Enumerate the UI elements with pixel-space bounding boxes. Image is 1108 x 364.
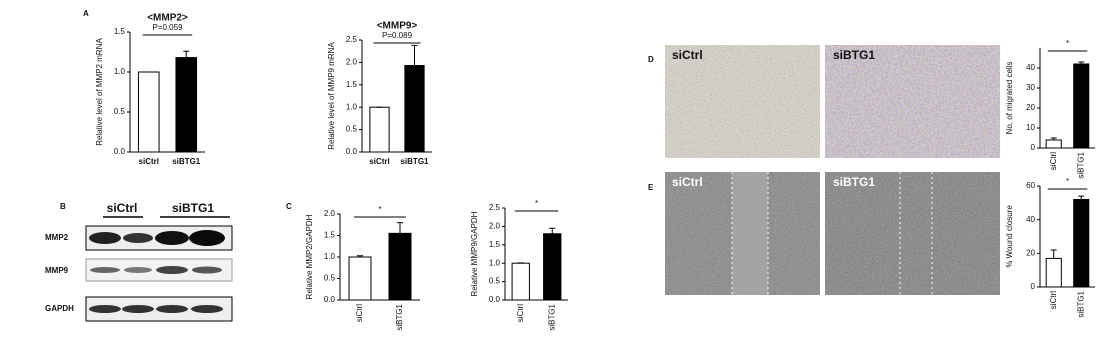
bar	[1046, 258, 1061, 287]
bar	[512, 263, 529, 300]
y-tick-label: 1.5	[489, 240, 501, 249]
y-tick-label: 1.5	[324, 231, 336, 240]
migration-images: siCtrl siBTG1	[665, 45, 1000, 158]
blot-column-label: siBTG1	[172, 201, 214, 215]
image-label: siCtrl	[672, 48, 703, 62]
x-tick-label: siBTG1	[395, 303, 404, 330]
image-label: siBTG1	[833, 48, 875, 62]
y-tick-label: 0.0	[324, 295, 336, 304]
bar	[370, 107, 389, 152]
panel-label: E	[648, 183, 654, 192]
y-tick-label: 1.5	[114, 27, 126, 36]
band	[189, 230, 225, 246]
y-tick-label: 30	[1026, 83, 1035, 92]
x-tick-label: siCtrl	[139, 157, 159, 166]
chart-title: <MMP9>	[377, 21, 418, 32]
image-label: siBTG1	[833, 175, 875, 189]
band	[90, 267, 120, 273]
y-tick-label: 0.0	[114, 147, 126, 156]
x-tick-label: siBTG1	[1076, 151, 1085, 178]
bar	[1046, 140, 1061, 148]
panel-label: A	[83, 9, 89, 18]
band	[122, 305, 154, 313]
band	[155, 231, 189, 245]
x-tick-label: siBTG1	[172, 157, 201, 166]
y-tick-label: 0	[1031, 282, 1036, 291]
blot-column-label: siCtrl	[107, 201, 138, 215]
bar	[1074, 199, 1089, 287]
y-tick-label: 1.0	[324, 252, 336, 261]
annotation: P=0.089	[382, 31, 413, 40]
y-tick-label: 1.5	[346, 80, 358, 89]
bar	[544, 234, 561, 300]
annotation: *	[378, 205, 381, 214]
x-tick-label: siBTG1	[547, 303, 556, 330]
x-tick-label: siBTG1	[400, 157, 429, 166]
y-axis-label: No. of migrated cells	[1005, 62, 1014, 135]
y-tick-label: 20	[1026, 103, 1035, 112]
y-tick-label: 2.5	[489, 203, 501, 212]
band	[124, 267, 152, 273]
annotation: P=0.059	[152, 23, 183, 32]
band	[192, 267, 222, 274]
panel-label: C	[286, 202, 292, 211]
y-tick-label: 1.0	[489, 258, 501, 267]
y-axis-label: Relative MMP2/GAPDH	[305, 214, 314, 299]
annotation: *	[1066, 177, 1069, 186]
y-tick-label: 60	[1026, 181, 1035, 190]
y-tick-label: 40	[1026, 215, 1035, 224]
micrograph-texture	[825, 172, 1000, 295]
y-axis-label: % Wound closure	[1005, 205, 1014, 268]
band	[89, 305, 121, 313]
blot-row-label: GAPDH	[45, 304, 74, 313]
y-tick-label: 2.5	[346, 35, 358, 44]
y-tick-label: 10	[1026, 123, 1035, 132]
band	[89, 232, 121, 244]
y-axis-label: Relative MMP9/GAPDH	[470, 211, 479, 296]
wound-gap	[732, 172, 768, 295]
band	[156, 305, 188, 313]
blot-row-label: MMP9	[45, 266, 69, 275]
image-label: siCtrl	[672, 175, 703, 189]
bar	[405, 66, 424, 152]
y-tick-label: 40	[1026, 63, 1035, 72]
x-tick-label: siCtrl	[1049, 152, 1058, 170]
x-tick-label: siBTG1	[1076, 290, 1085, 317]
y-tick-label: 2.0	[324, 209, 336, 218]
y-tick-label: 0.5	[346, 125, 358, 134]
bar	[389, 233, 411, 300]
panel-label: B	[60, 202, 66, 211]
y-tick-label: 0.5	[324, 274, 336, 283]
y-tick-label: 0.0	[489, 295, 501, 304]
x-tick-label: siCtrl	[1049, 291, 1058, 309]
band	[156, 266, 188, 274]
y-tick-label: 0.0	[346, 147, 358, 156]
y-tick-label: 0.5	[114, 107, 126, 116]
annotation: *	[1066, 39, 1069, 48]
panel-label: D	[648, 55, 654, 64]
y-tick-label: 1.0	[114, 67, 126, 76]
y-tick-label: 2.0	[346, 58, 358, 67]
y-tick-label: 0.5	[489, 277, 501, 286]
y-tick-label: 20	[1026, 248, 1035, 257]
annotation: *	[535, 199, 538, 208]
x-tick-label: siCtrl	[369, 157, 389, 166]
wound-images: siCtrl siBTG1	[665, 172, 1000, 295]
x-tick-label: siCtrl	[355, 304, 364, 322]
band	[123, 233, 153, 243]
y-tick-label: 2.0	[489, 222, 501, 231]
blot-row-label: MMP2	[45, 233, 69, 242]
bar	[349, 257, 371, 300]
y-axis-label: Relative level of MMP2 mRNA	[95, 38, 104, 146]
x-tick-label: siCtrl	[516, 304, 525, 322]
y-tick-label: 1.0	[346, 102, 358, 111]
y-axis-label: Relative level of MMP9 mRNA	[327, 42, 336, 150]
bar	[138, 72, 159, 152]
chart-title: <MMP2>	[147, 13, 188, 24]
bar	[1074, 64, 1089, 148]
band	[191, 305, 223, 313]
y-tick-label: 0	[1031, 143, 1036, 152]
bar	[176, 58, 197, 152]
